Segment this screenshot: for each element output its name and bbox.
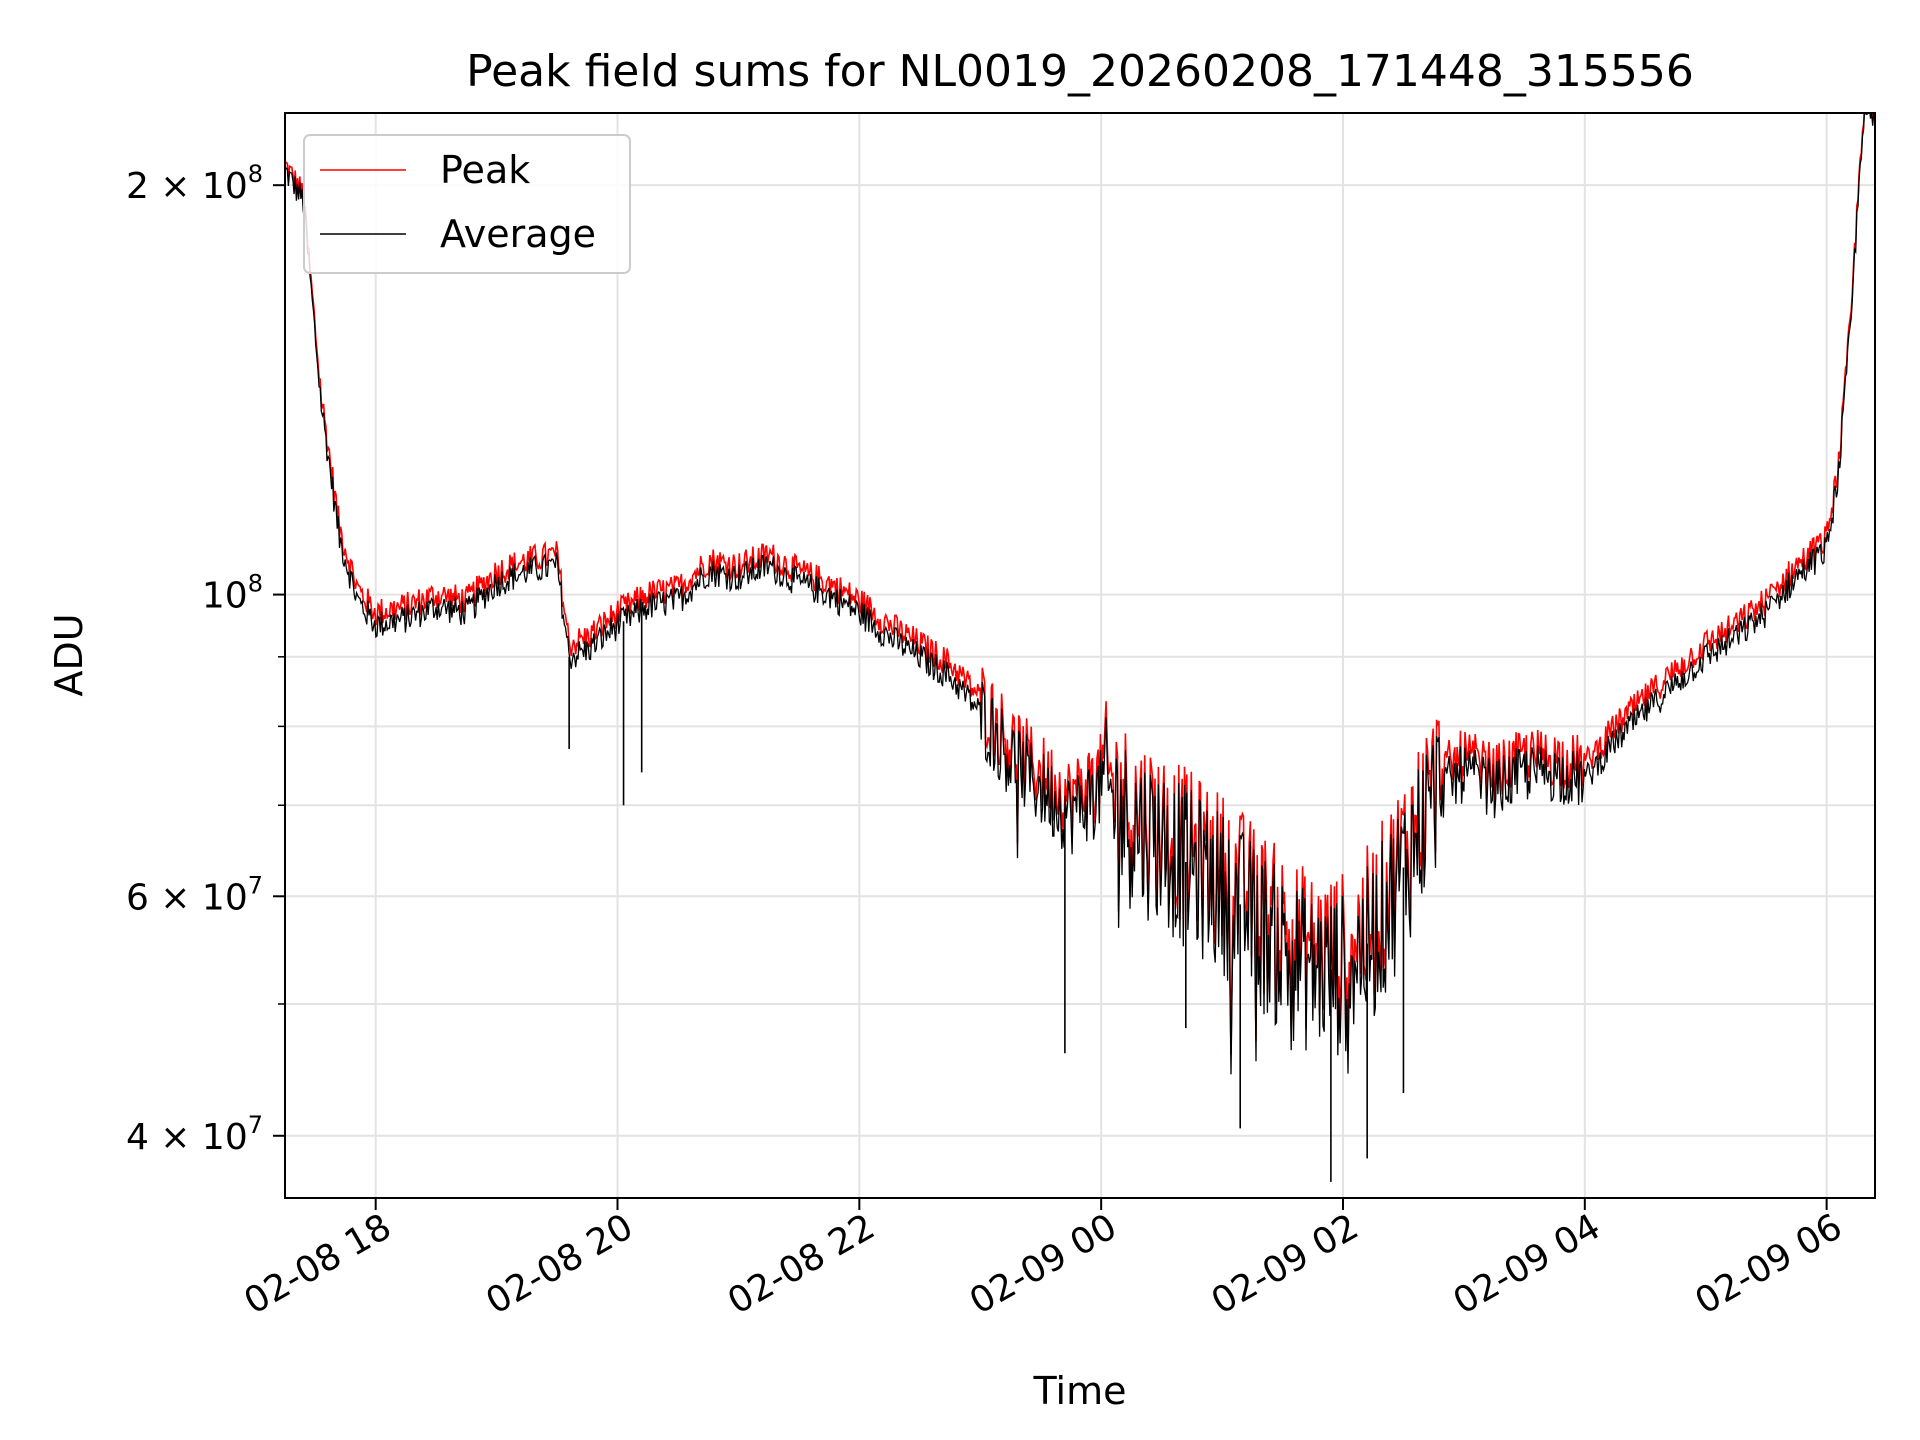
legend: Peak Average [303, 134, 631, 274]
plot-frame [284, 112, 1876, 1199]
y-tick-mantissa: 10 [202, 576, 248, 617]
y-tick-label: 2 × 108 [126, 160, 263, 207]
y-tick-mantissa: 4 × 10 [126, 1117, 248, 1158]
series-line-average [285, 113, 1875, 1075]
y-tick-exponent: 7 [248, 1111, 263, 1139]
legend-label-average: Average [440, 212, 596, 256]
plot-lines [285, 113, 1875, 1182]
y-tick-mantissa: 6 × 10 [126, 877, 248, 918]
y-tick-label: 108 [202, 570, 263, 617]
grid [285, 113, 1875, 1198]
y-tick-label: 4 × 107 [126, 1111, 263, 1158]
legend-label-peak: Peak [440, 148, 530, 192]
y-axis-label: ADU [47, 613, 91, 696]
y-tick-label: 6 × 107 [126, 871, 263, 918]
y-tick-exponent: 7 [248, 871, 263, 899]
chart-title: Peak field sums for NL0019_20260208_1714… [466, 46, 1694, 97]
y-tick-exponent: 8 [248, 570, 263, 598]
y-tick-exponent: 8 [248, 160, 263, 188]
x-axis-label: Time [1033, 1369, 1127, 1413]
y-tick-mantissa: 2 × 10 [126, 166, 248, 207]
